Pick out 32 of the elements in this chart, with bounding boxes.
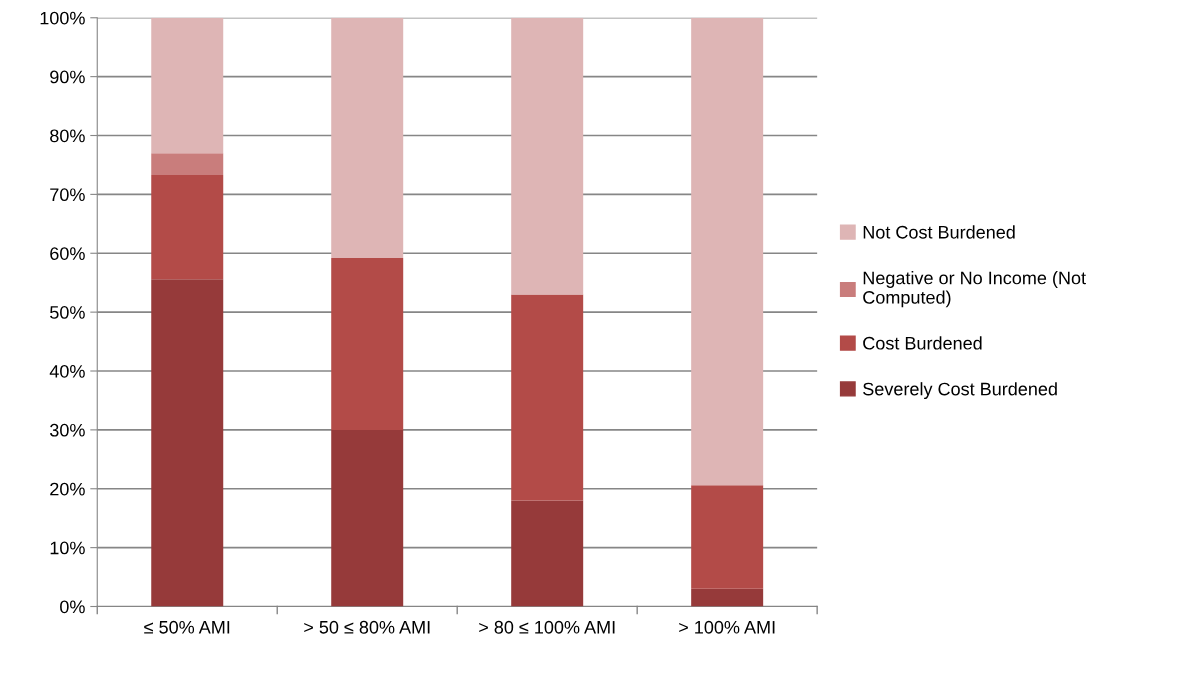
legend-label: Severely Cost Burdened <box>863 382 1057 399</box>
x-tick-label: > 80 ≤ 100% AMI <box>479 620 615 634</box>
bar <box>691 485 764 589</box>
y-tick-label: 10% <box>50 541 85 555</box>
bar <box>331 257 404 430</box>
x-tick-label: > 100% AMI <box>679 620 775 634</box>
y-tick-label: 60% <box>50 247 85 260</box>
x-tick-label: ≤ 50% AMI <box>144 620 230 634</box>
y-tick-label: 90% <box>50 70 85 84</box>
y-tick-label: 100% <box>40 11 85 25</box>
y-tick-label: 0% <box>60 600 85 614</box>
bar <box>691 17 764 486</box>
legend-label: Negative or No Income (Not Computed) <box>863 271 1086 308</box>
y-tick-label: 40% <box>49 364 85 378</box>
y-tick-label: 30% <box>50 423 85 437</box>
bar <box>151 17 224 154</box>
bar <box>511 294 584 501</box>
bar <box>691 588 764 607</box>
bar <box>331 17 404 258</box>
bar <box>151 174 224 280</box>
bar <box>331 429 404 607</box>
y-tick-label: 50% <box>50 306 85 319</box>
legend-label: Not Cost Burdened <box>863 225 1015 239</box>
legend-label: Cost Burdened <box>863 336 982 350</box>
bar <box>511 17 584 295</box>
x-tick-label: > 50 ≤ 80% AMI <box>304 620 430 634</box>
y-tick-label: 70% <box>50 188 85 202</box>
bar <box>151 279 224 607</box>
bar <box>511 500 584 607</box>
bar <box>151 153 224 175</box>
y-tick-label: 20% <box>50 482 85 496</box>
y-tick-label: 80% <box>50 129 85 143</box>
